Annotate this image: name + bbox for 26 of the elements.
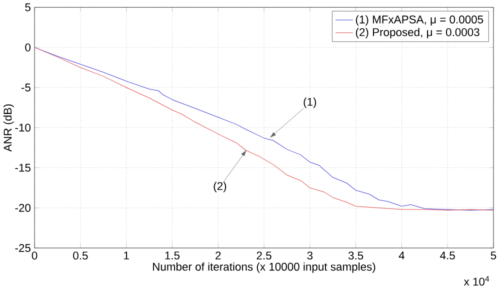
x-tick-label: 0.5 — [73, 252, 88, 260]
x-tick-label: 2 — [216, 252, 221, 260]
x-tick-label: 3.5 — [348, 252, 364, 260]
x-tick-label: 1.5 — [165, 252, 180, 260]
y-tick-label: -20 — [15, 204, 31, 212]
x-tick-label: 0 — [32, 252, 38, 260]
x-tick-label: 5 — [490, 252, 496, 260]
x-tick-label: 2.5 — [256, 252, 272, 260]
annotation: (2) — [214, 182, 226, 192]
legend-label: (2) Proposed, μ = 0.0003 — [356, 28, 480, 38]
y-tick-label: 5 — [25, 3, 30, 12]
x-tick-label: 4.5 — [440, 252, 455, 260]
x-axis-title: Number of iterations (x 10000 input samples) — [153, 262, 376, 273]
line-series — [34, 47, 494, 211]
x-tick-label: 1 — [124, 252, 129, 260]
x-tick-label: 4 — [398, 252, 404, 260]
y-tick-label: 0 — [25, 43, 31, 52]
y-tick-label: -25 — [15, 244, 30, 252]
text: x 10$^{4}$ — [464, 276, 490, 286]
annotation: (1) — [304, 98, 316, 108]
y-tick-label: -15 — [15, 164, 30, 172]
y-axis-title: ANR (dB) — [3, 104, 14, 152]
y-tick-label: -10 — [15, 124, 31, 132]
legend-label: (1) MFxAPSA, μ = 0.0005 — [356, 15, 484, 26]
x-tick-label: 3 — [307, 252, 313, 260]
y-tick-label: -5 — [21, 84, 30, 92]
